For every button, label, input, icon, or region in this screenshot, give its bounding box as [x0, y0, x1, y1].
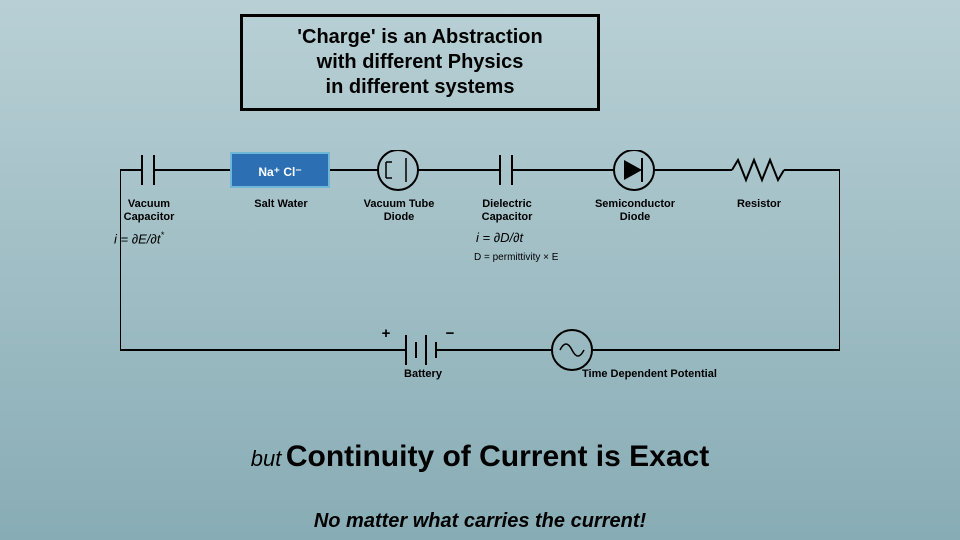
battery-icon [406, 335, 436, 365]
vacuum-tube-diode-label: Vacuum TubeDiode [354, 198, 444, 223]
d-permittivity-note: D = permittivity × E [474, 252, 558, 263]
title-box: 'Charge' is an Abstraction with differen… [240, 14, 600, 111]
semiconductor-diode-label: SemiconductorDiode [590, 198, 680, 223]
vacuum-capacitor-label: VacuumCapacitor [104, 198, 194, 223]
no-matter-text: No matter what carries the current! [0, 510, 960, 533]
salt-water-label: Salt Water [236, 198, 326, 211]
continuity-text: Continuity of Current is Exact [286, 440, 709, 473]
semiconductor-diode-icon [614, 150, 654, 190]
dielectric-capacitor-label: DielectricCapacitor [462, 198, 552, 223]
battery-minus: − [440, 325, 460, 342]
circuit-diagram: Na⁺ Cl⁻ [120, 150, 840, 405]
salt-water-block: Na⁺ Cl⁻ [230, 152, 330, 188]
vacuum-tube-diode-icon [378, 150, 418, 190]
ac-source-label: Time Dependent Potential [582, 368, 762, 381]
continuity-heading: but Continuity of Current is Exact [0, 440, 960, 474]
dielectric-cap-equation: i = ∂D/∂t [476, 230, 523, 245]
resistor-icon [732, 160, 784, 180]
vacuum-cap-equation: i = ∂E/∂t* [114, 230, 164, 246]
salt-water-ions: Na⁺ Cl⁻ [258, 165, 301, 179]
resistor-label: Resistor [714, 198, 804, 211]
battery-plus: + [376, 325, 396, 342]
title-line: 'Charge' is an Abstraction [255, 25, 585, 50]
title-line: in different systems [255, 75, 585, 100]
title-line: with different Physics [255, 50, 585, 75]
ac-source-icon [552, 330, 592, 370]
battery-label: Battery [378, 368, 468, 381]
but-text: but [251, 446, 282, 471]
circuit-svg [120, 150, 840, 405]
